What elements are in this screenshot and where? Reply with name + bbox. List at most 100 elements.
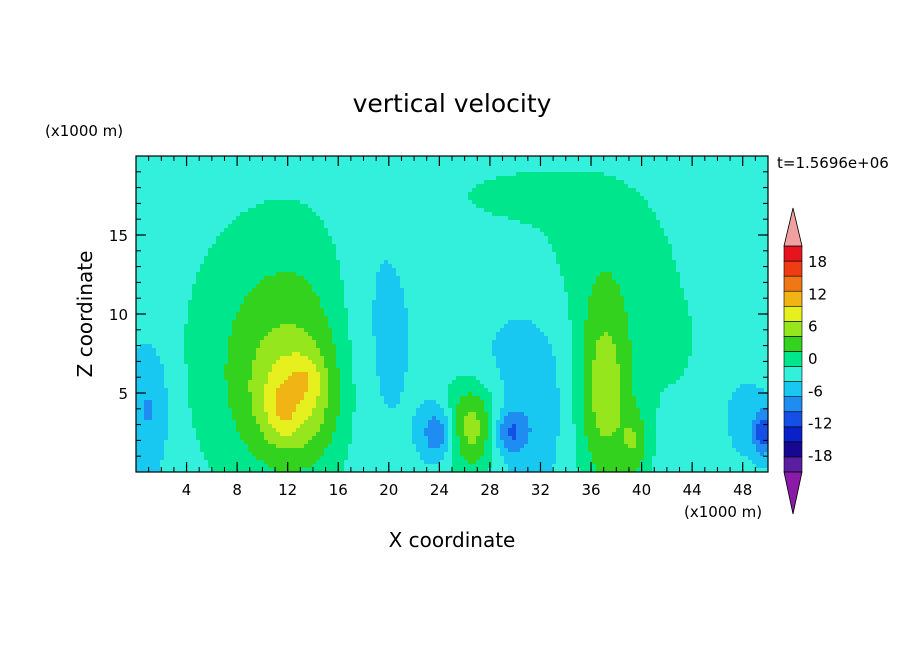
field-cell [344, 272, 349, 277]
field-cell [380, 216, 385, 221]
field-cell [236, 228, 241, 233]
field-cell [516, 244, 521, 249]
field-cell [496, 252, 501, 257]
field-cell [484, 168, 489, 173]
field-cell [672, 248, 677, 253]
field-cell [144, 184, 149, 189]
field-cell [372, 260, 377, 265]
field-cell [664, 172, 669, 177]
field-cell [172, 232, 177, 237]
field-cell [608, 192, 613, 197]
field-cell [680, 208, 685, 213]
field-cell [228, 180, 233, 185]
field-cell [416, 260, 421, 265]
field-cell [756, 236, 761, 241]
field-cell [140, 164, 145, 169]
field-cell [240, 220, 245, 225]
field-cell [600, 220, 605, 225]
field-cell [252, 172, 257, 177]
field-cell [596, 252, 601, 257]
field-cell [136, 208, 141, 213]
field-cell [392, 264, 397, 269]
field-cell [200, 272, 205, 277]
field-cell [368, 180, 373, 185]
field-cell [152, 256, 157, 261]
field-cell [212, 208, 217, 213]
field-cell [484, 200, 489, 205]
field-cell [624, 244, 629, 249]
field-cell [208, 252, 213, 257]
field-cell [180, 196, 185, 201]
field-cell [460, 264, 465, 269]
field-cell [160, 252, 165, 257]
field-cell [236, 276, 241, 281]
field-cell [588, 268, 593, 273]
field-cell [436, 208, 441, 213]
field-cell [168, 276, 173, 281]
field-cell [388, 240, 393, 245]
field-cell [580, 264, 585, 269]
field-cell [376, 264, 381, 269]
field-cell [612, 212, 617, 217]
field-cell [428, 160, 433, 165]
field-cell [244, 164, 249, 169]
field-cell [316, 164, 321, 169]
field-cell [360, 268, 365, 273]
field-cell [712, 212, 717, 217]
field-cell [540, 244, 545, 249]
field-cell [404, 212, 409, 217]
field-cell [368, 256, 373, 261]
field-cell [516, 160, 521, 165]
field-cell [232, 268, 237, 273]
field-cell [248, 264, 253, 269]
field-cell [652, 244, 657, 249]
field-cell [364, 272, 369, 277]
field-cell [452, 216, 457, 221]
field-cell [740, 200, 745, 205]
field-cell [444, 224, 449, 229]
field-cell [568, 224, 573, 229]
field-cell [688, 268, 693, 273]
field-cell [240, 216, 245, 221]
field-cell [760, 172, 765, 177]
field-cell [352, 160, 357, 165]
field-cell [432, 232, 437, 237]
field-cell [296, 164, 301, 169]
field-cell [708, 176, 713, 181]
field-cell [240, 212, 245, 217]
field-cell [400, 252, 405, 257]
field-cell [260, 244, 265, 249]
field-cell [404, 220, 409, 225]
field-cell [168, 260, 173, 265]
field-cell [532, 248, 537, 253]
field-cell [704, 232, 709, 237]
field-cell [600, 204, 605, 209]
field-cell [512, 228, 517, 233]
field-cell [624, 156, 629, 161]
field-cell [764, 224, 769, 229]
field-cell [148, 196, 153, 201]
field-cell [336, 272, 341, 277]
field-cell [580, 208, 585, 213]
field-cell [488, 216, 493, 221]
field-cell [332, 244, 337, 249]
field-cell [352, 208, 357, 213]
field-cell [216, 168, 221, 173]
field-cell [704, 248, 709, 253]
field-cell [276, 208, 281, 213]
field-cell [692, 220, 697, 225]
field-cell [320, 188, 325, 193]
field-cell [616, 164, 621, 169]
field-cell [204, 240, 209, 245]
field-cell [488, 208, 493, 213]
field-cell [368, 168, 373, 173]
field-cell [248, 236, 253, 241]
field-cell [420, 280, 425, 285]
field-cell [620, 248, 625, 253]
field-cell [460, 232, 465, 237]
field-cell [508, 196, 513, 201]
field-cell [584, 196, 589, 201]
field-cell [524, 208, 529, 213]
field-cell [220, 176, 225, 181]
field-cell [428, 236, 433, 241]
